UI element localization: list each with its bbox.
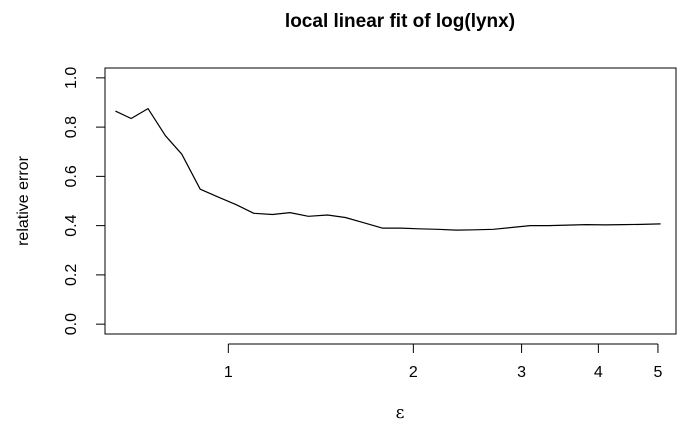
x-tick-label: 3	[517, 364, 526, 381]
x-axis: 1 2 3 4 5	[224, 343, 662, 381]
x-tick-label: 4	[594, 364, 603, 381]
y-tick-label: 0.4	[63, 214, 80, 236]
plot-frame	[104, 67, 677, 335]
chart-title: local linear fit of log(lynx)	[285, 11, 515, 32]
y-axis: 0.0 0.2 0.4 0.6 0.8 1.0	[63, 67, 106, 335]
y-tick-label: 0.0	[63, 313, 80, 335]
x-tick-label: 2	[409, 364, 418, 381]
x-tick-label: 5	[653, 364, 662, 381]
y-tick-label: 0.8	[63, 116, 80, 138]
y-axis-label: relative error	[15, 155, 32, 245]
y-tick-label: 1.0	[63, 67, 80, 89]
series-line	[115, 108, 661, 231]
y-tick-label: 0.2	[63, 264, 80, 286]
x-axis-label: ε	[396, 403, 405, 423]
x-tick-label: 1	[224, 364, 233, 381]
y-tick-label: 0.6	[63, 165, 80, 187]
